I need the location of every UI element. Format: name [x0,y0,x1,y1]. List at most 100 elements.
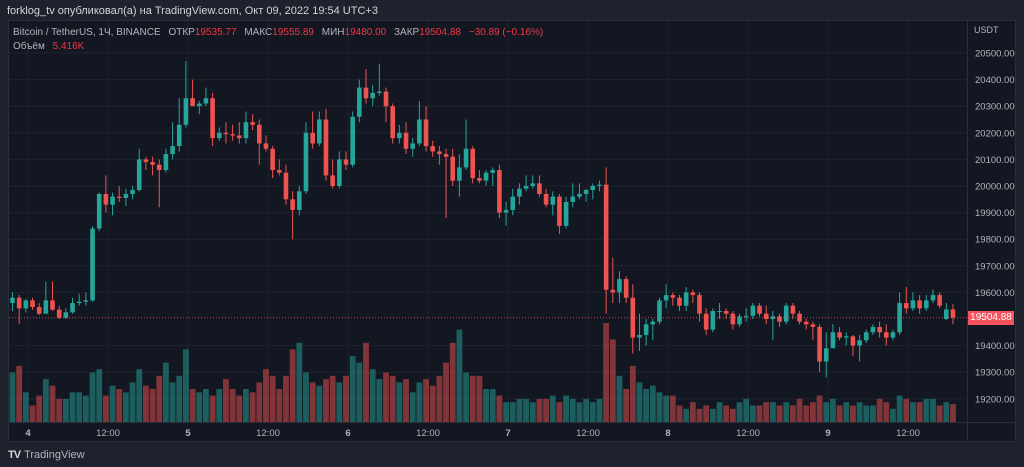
candle [803,319,809,330]
candle [203,87,209,107]
candle [503,201,509,226]
candle [83,292,89,306]
candle [383,87,389,123]
volume-bar [276,389,283,422]
candle-body [297,191,302,210]
candle-body [657,300,662,322]
candle-body [623,279,629,298]
candle [256,119,262,165]
volume-bar [763,402,770,422]
candle-body [203,98,209,104]
candle-body [150,162,155,165]
candle-body [96,193,102,229]
candle-body [30,300,35,308]
volume-bar [29,405,36,422]
candle-body [890,332,896,338]
candle-body [450,156,456,181]
candle-body [156,164,162,171]
candle-body [63,312,69,318]
candle-body [103,193,109,205]
candle-body [810,324,816,327]
tradingview-logo[interactable]: TV TradingView [8,449,85,461]
volume-bar [830,398,836,422]
volume-bar [756,405,763,422]
volume-label[interactable]: Объём [13,41,45,52]
volume-bar [209,395,216,422]
candle-body [550,196,556,205]
candle-body [697,295,702,314]
candle-body [130,189,135,194]
candle [450,148,456,186]
price-tick: 20500.00 [975,49,1015,60]
candle-body [617,279,622,293]
candle [497,164,502,218]
candle [777,313,782,327]
published-caption: forklog_tv опубликовал(а) на TradingView… [7,5,378,17]
volume-bar [496,395,503,422]
change-value: −30.89 (−0.16%) [468,27,544,38]
symbol-label[interactable]: Bitcoin / TetherUS, 1Ч, BINANCE [13,27,161,38]
time-tick: 12:00 [576,428,600,439]
candle [597,180,602,192]
candle-body [877,326,882,333]
candle [337,151,342,189]
volume-bar [816,395,823,422]
volume-bar [663,395,670,422]
candle [110,192,115,216]
candle [116,186,122,202]
candle [130,186,135,200]
candle-body [417,119,422,144]
candle [16,295,22,325]
candle [170,122,175,160]
candle [176,98,182,152]
candle-body [650,321,656,325]
candle-body [883,332,889,338]
candle [477,170,482,184]
candle-body [123,193,129,198]
candle [63,308,69,319]
candle [103,175,109,213]
volume-bar [269,375,276,422]
volume-bar [176,375,183,422]
candle [883,324,889,346]
price-tick: 20400.00 [975,75,1015,86]
candle-body [243,122,249,139]
volume-bar [189,389,196,422]
candle-body [583,189,589,194]
candle-body [677,297,682,306]
candle-body [463,148,469,168]
volume-bar [563,395,570,422]
candle [890,329,896,341]
chart-frame[interactable] [8,20,1016,442]
candle-body [670,295,676,298]
volume-bar [636,382,643,422]
time-tick: 9 [825,428,830,439]
candle-body [690,292,696,296]
candle [437,146,442,165]
volume-bar [263,369,269,422]
volume-bar [9,372,16,422]
candle-body [930,295,936,301]
candle [270,146,275,179]
price-tick: 19800.00 [975,235,1015,246]
currency-label[interactable]: USDT [974,25,999,35]
candle-body [283,172,289,200]
price-tick: 20300.00 [975,102,1015,113]
candle [443,148,449,218]
candle [663,284,669,309]
candle [303,122,309,194]
candle-body [310,132,315,144]
volume-bar [416,382,423,422]
volume-bar [769,402,776,422]
candle-body [750,305,756,316]
candle [357,79,362,123]
candle-body [817,326,822,362]
candle-body [710,311,716,330]
volume-bar [703,405,710,422]
volume-bar [736,402,743,422]
candle-body [397,132,402,139]
candle-body [483,172,489,181]
candle [517,183,522,205]
candle-body [50,300,55,310]
